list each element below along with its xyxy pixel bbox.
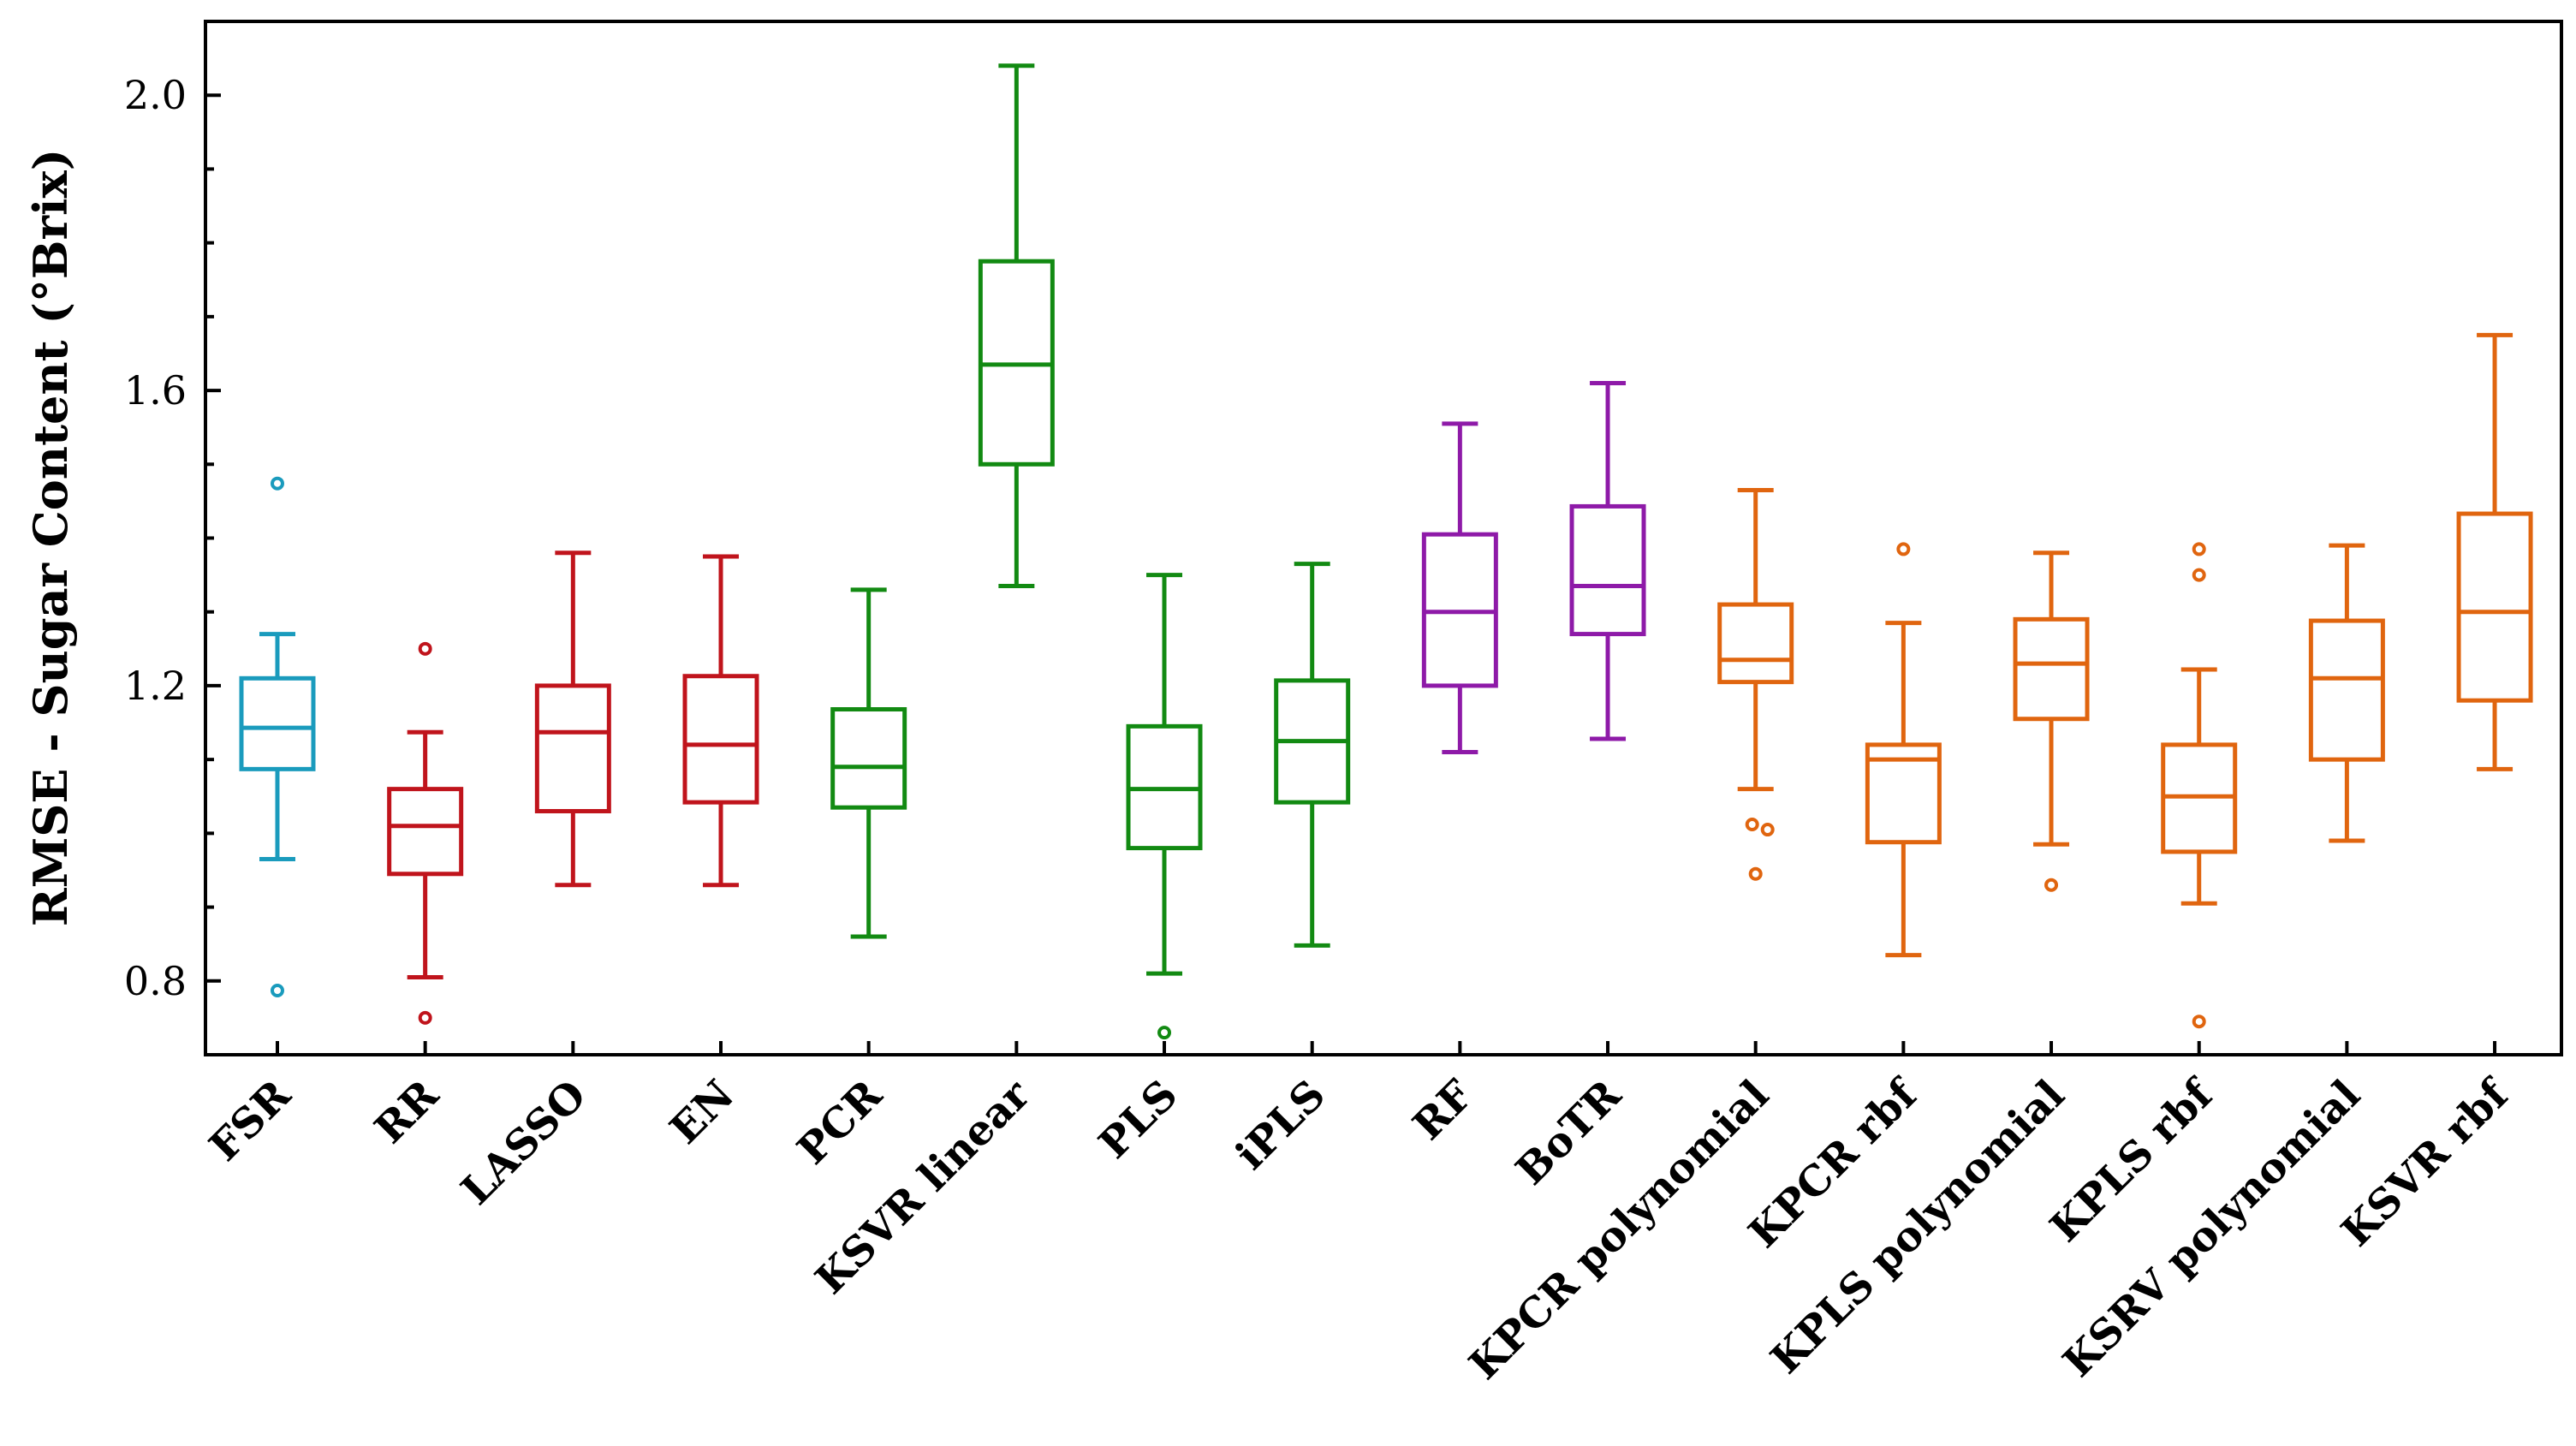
x-tick-label: KSRV polynomial [2054,1071,2370,1387]
outlier-point [1157,1026,1172,1040]
iqr-box [2013,616,2090,722]
x-tick-label: PCR [788,1070,892,1174]
iqr-box [239,675,316,771]
x-tick-label: LASSO [452,1071,596,1215]
box-fsr [239,476,316,1055]
x-tick-label: RF [1404,1071,1483,1150]
x-tick-label: BoTR [1507,1070,1631,1194]
outlier-point [2192,1015,2206,1029]
x-tick-label: KPLS polynomial [1762,1071,2074,1384]
outlier-point [271,476,284,491]
y-tick-label: 2.0 [124,72,187,118]
outlier-point [418,1010,432,1025]
outlier-point [1760,823,1775,837]
plot-frame [204,20,2563,1056]
iqr-box [1717,602,1794,685]
x-tick-label: KPCR polynomial [1461,1071,1779,1389]
iqr-box [387,787,464,877]
outlier-point [2044,878,2059,892]
box-pcr [830,587,907,1055]
y-tick-label: 1.6 [124,367,187,414]
iqr-box [682,674,759,805]
outlier-point [271,983,284,997]
box-ksvr-linear [978,63,1055,1055]
box-kpls-rbf [2161,542,2238,1055]
box-ksvr-rbf [2456,332,2533,1055]
x-tick-label: FSR [200,1070,300,1170]
box-series [239,63,2533,1055]
box-kpcr-polynomial [1717,487,1794,1055]
x-tick-label: EN [661,1071,743,1153]
iqr-box [2308,618,2385,762]
y-axis-label: RMSE - Sugar Content (°Brix) [23,149,78,927]
y-tick-label: 0.8 [124,958,187,1004]
box-kpcr-rbf [1865,542,1942,1055]
y-axis-ticks: 0.8 1.2 1.6 2.0 [124,72,221,1004]
iqr-box [830,707,907,810]
outlier-point [1748,866,1763,881]
box-ksrv-polynomial [2308,543,2385,1055]
box-pls [1126,573,1203,1055]
outlier-point [2192,542,2206,556]
outlier-point [1896,542,1911,556]
box-rr [387,641,464,1055]
box-botr [1569,380,1646,1055]
x-tick-label: PLS [1090,1071,1187,1169]
box-lasso [534,550,611,1055]
outlier-point [2192,568,2206,582]
y-tick-label: 1.2 [124,663,187,709]
outlier-point [418,641,432,656]
outlier-point [1745,818,1759,832]
box-rf [1421,421,1498,1055]
iqr-box [2456,511,2533,703]
iqr-box [534,683,611,813]
axes [204,20,2563,1056]
x-tick-label: iPLS [1227,1071,1335,1179]
x-tick-label: RR [366,1070,449,1153]
box-ipls [1274,562,1351,1055]
iqr-box [1569,503,1646,637]
box-kpls-polynomial [2013,550,2090,1055]
box-en [682,554,759,1055]
